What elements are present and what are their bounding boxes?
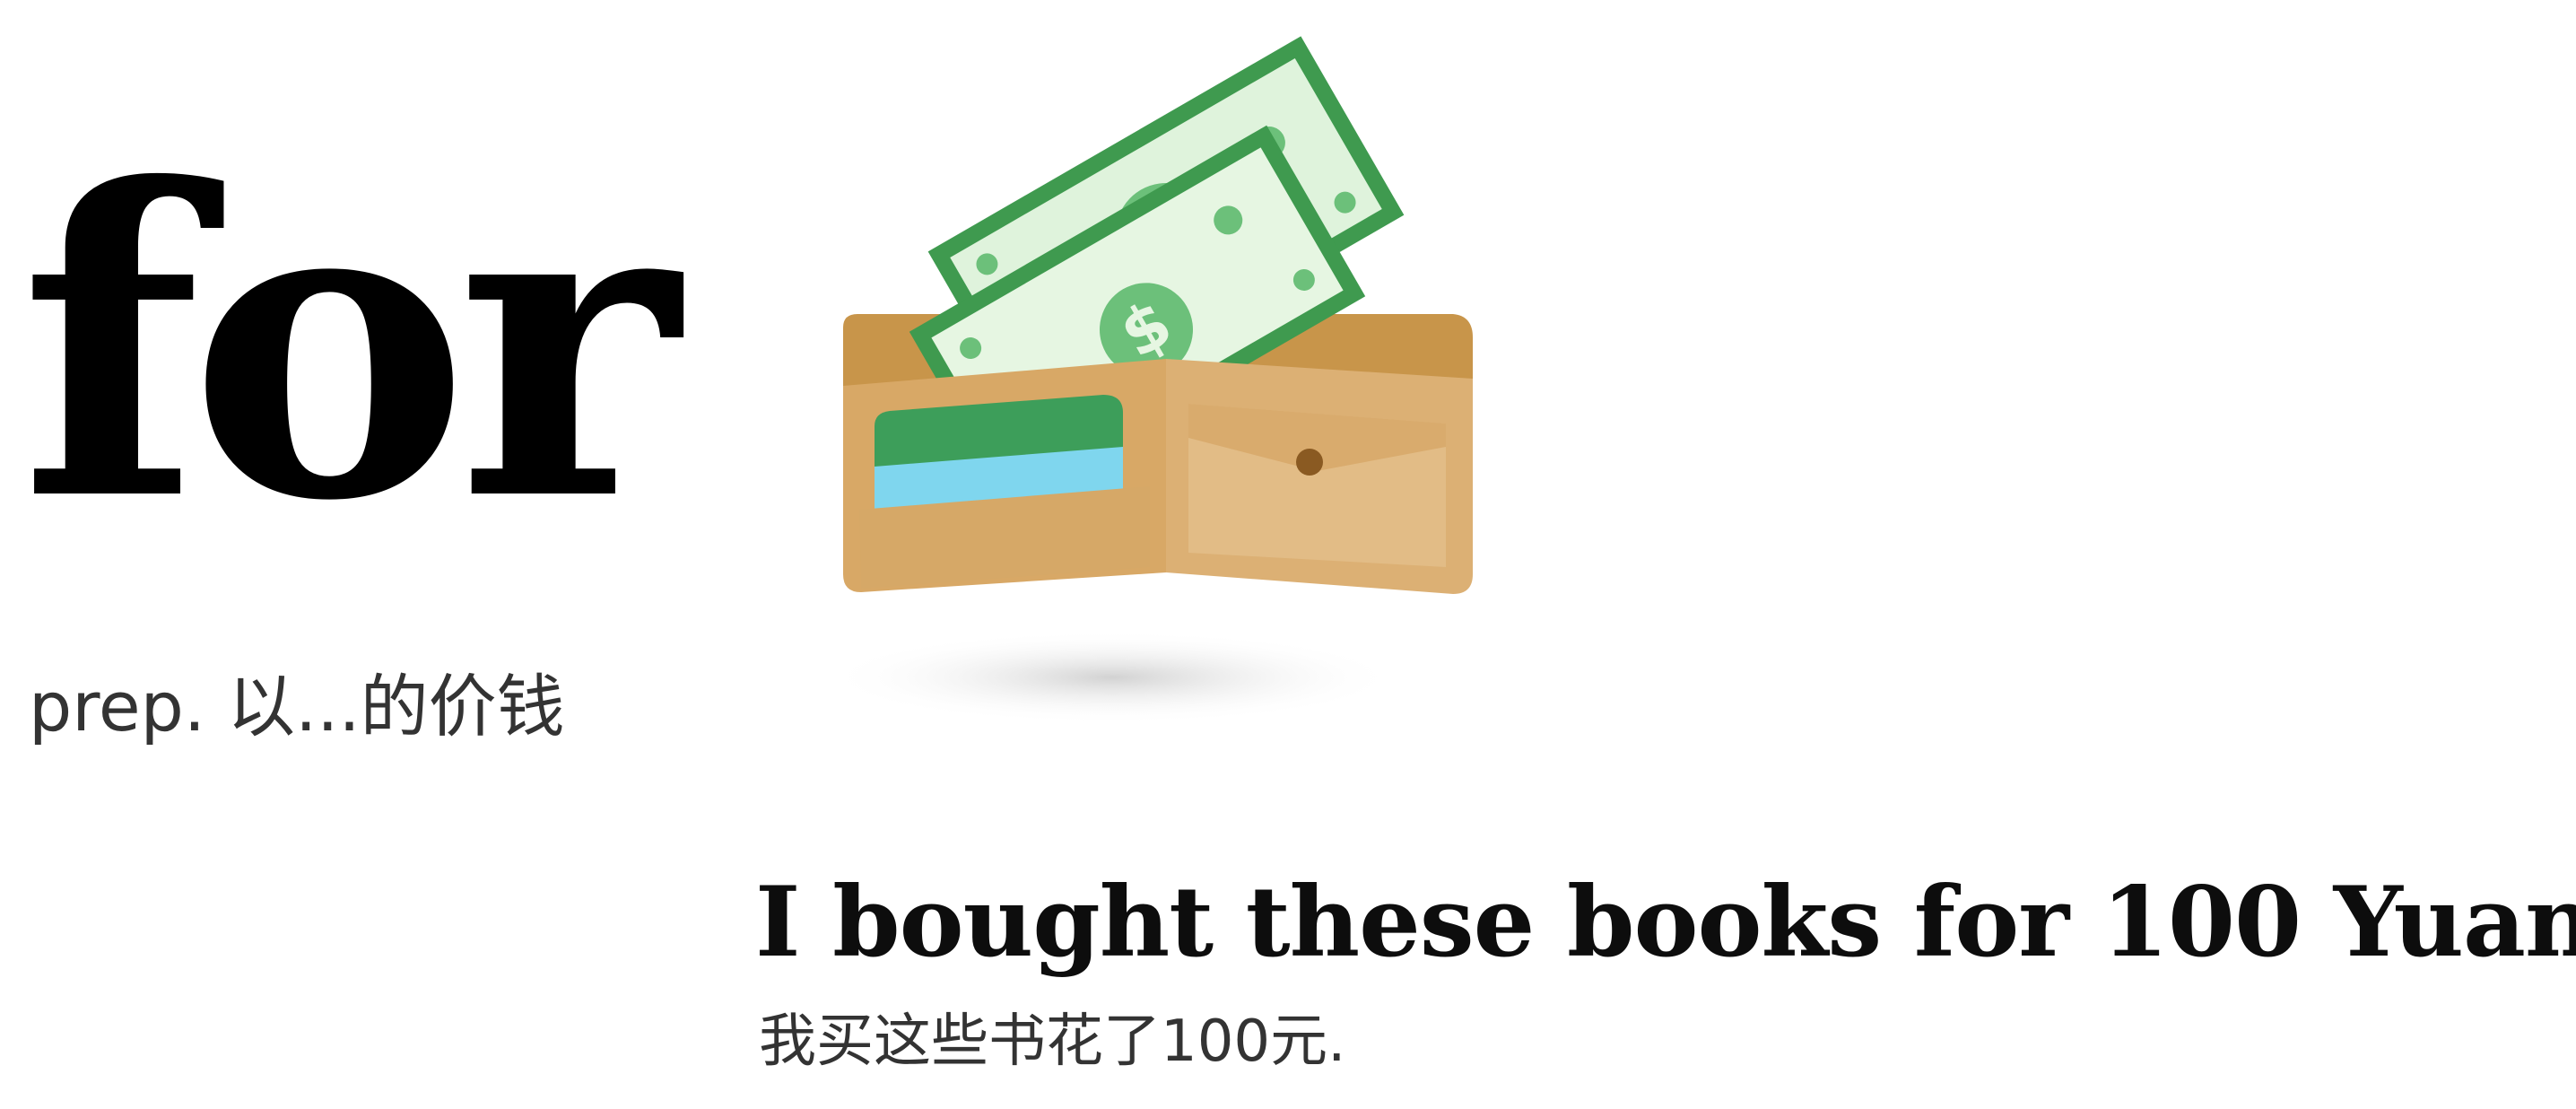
vocab-word: for <box>20 98 679 593</box>
part-of-speech-definition: prep. 以...的价钱 <box>29 667 565 747</box>
wallet-pocket-flap <box>1188 404 1446 471</box>
wallet-shadow <box>825 631 1399 724</box>
example-translation: 我买这些书花了100元. <box>759 1009 1346 1075</box>
wallet-left-pocket <box>859 486 1150 589</box>
wallet-with-dollar-bills-icon: $ $ <box>825 36 1473 724</box>
example-sentence: I bought these books for 100 Yuan. <box>755 866 2576 979</box>
wallet-snap-button <box>1296 449 1323 476</box>
